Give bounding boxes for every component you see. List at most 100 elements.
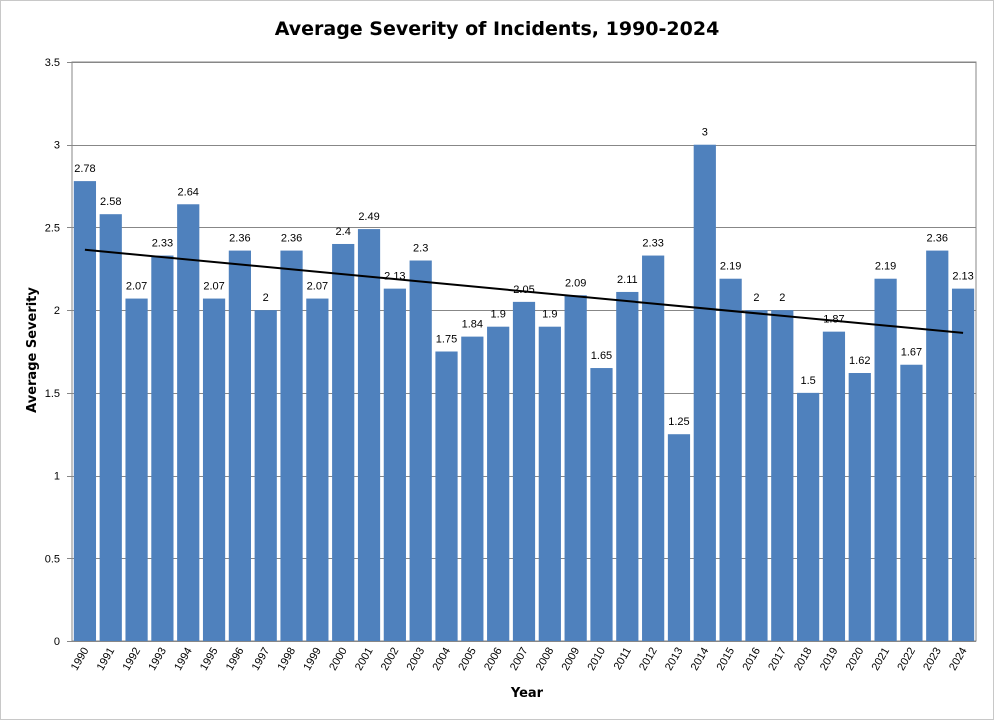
bar-2016 <box>745 310 768 641</box>
x-tick-label: 2000 <box>327 646 350 673</box>
data-label: 1.84 <box>462 319 483 331</box>
bar-2022 <box>900 364 923 641</box>
bar-1995 <box>202 298 226 641</box>
x-tick-label: 2005 <box>456 646 479 673</box>
bar-2020 <box>848 373 871 641</box>
x-tick-label: 1999 <box>301 646 324 673</box>
bar-2024 <box>951 288 975 641</box>
bar-1990 <box>73 181 97 641</box>
trendline-line <box>84 248 964 334</box>
bar-1999 <box>306 298 329 641</box>
data-label: 2 <box>263 292 269 304</box>
x-tick-label: 2012 <box>637 646 660 673</box>
x-tick-label: 2021 <box>870 646 893 673</box>
bar-2008 <box>538 326 561 641</box>
x-tick-label: 2022 <box>895 646 918 673</box>
x-tick-label: 1995 <box>198 646 221 673</box>
data-label: 1.62 <box>849 355 870 367</box>
x-tick-label: 2006 <box>482 646 505 673</box>
data-label: 3 <box>702 127 708 139</box>
data-label: 2.11 <box>617 274 638 286</box>
x-tick-label: 1998 <box>276 646 299 673</box>
x-tick-label: 1997 <box>250 646 273 673</box>
data-label: 2.3 <box>413 243 428 255</box>
x-tick-label: 2004 <box>430 646 453 673</box>
x-tick-label: 2013 <box>663 646 686 673</box>
x-tick-label: 2002 <box>379 646 402 673</box>
bar-1993 <box>151 255 174 641</box>
y-tick-label: 0 <box>54 636 60 648</box>
x-tick-label: 2018 <box>792 646 815 673</box>
x-tick-label: 2011 <box>612 646 634 672</box>
bar-2009 <box>564 295 587 641</box>
data-label: 2.09 <box>565 277 586 289</box>
data-label: 2.07 <box>203 281 224 293</box>
bar-1996 <box>228 250 251 642</box>
bar-2011 <box>616 291 639 641</box>
bar-2017 <box>771 310 794 641</box>
bar-2007 <box>512 301 536 641</box>
x-tick-label: 2019 <box>818 646 841 673</box>
bar-2019 <box>822 331 846 641</box>
y-tick-label: 2.5 <box>45 222 60 234</box>
y-axis-title: Average Severity <box>25 287 40 413</box>
x-tick-label: 2009 <box>560 646 583 673</box>
data-label: 2.13 <box>384 271 405 283</box>
chart-title: Average Severity of Incidents, 1990-2024 <box>275 18 720 40</box>
x-tick-label: 1996 <box>224 646 247 673</box>
x-tick-label: 1993 <box>146 646 169 673</box>
data-label: 2.05 <box>513 284 534 296</box>
data-label: 2.58 <box>100 196 121 208</box>
bar-2014 <box>693 144 716 641</box>
x-tick-label: 2007 <box>508 646 531 673</box>
x-tick-label: 1994 <box>172 646 195 673</box>
bar-2006 <box>487 326 510 641</box>
data-label: 1.67 <box>901 347 922 359</box>
data-label: 2.07 <box>307 281 328 293</box>
data-label: 1.9 <box>491 309 506 321</box>
data-label: 2 <box>779 292 785 304</box>
bar-1992 <box>125 298 148 641</box>
data-label: 2.36 <box>281 233 302 245</box>
data-label: 2.19 <box>875 261 896 273</box>
data-label: 1.65 <box>591 350 612 362</box>
data-label: 2.49 <box>358 211 379 223</box>
y-tick-label: 2 <box>54 305 60 317</box>
x-tick-label: 2014 <box>689 646 712 673</box>
data-label: 2.19 <box>720 261 741 273</box>
data-label: 2.4 <box>336 226 351 238</box>
x-tick-label: 2008 <box>534 646 557 673</box>
data-label: 2.36 <box>927 233 948 245</box>
bar-2000 <box>332 243 355 641</box>
data-labels: 2.782.582.072.332.642.072.3622.362.072.4… <box>74 127 974 429</box>
bar-1998 <box>280 250 303 642</box>
data-label: 2 <box>753 292 759 304</box>
x-tick-label: 2024 <box>947 646 970 673</box>
bar-2023 <box>926 250 949 642</box>
bars <box>72 144 976 642</box>
x-tick-label: 2023 <box>921 646 944 673</box>
x-tick-label: 2015 <box>715 646 738 673</box>
data-label: 1.9 <box>542 309 557 321</box>
y-tick-label: 3.5 <box>45 57 60 69</box>
x-tick-label: 2016 <box>740 646 763 673</box>
bar-1991 <box>99 214 122 642</box>
bar-2010 <box>590 368 613 641</box>
bar-1994 <box>177 204 200 642</box>
x-tick-label: 1992 <box>121 646 144 673</box>
x-tick-label: 1991 <box>95 646 118 673</box>
y-tick-label: 1 <box>54 471 60 483</box>
y-tick-labels: 0 0.5 1 1.5 2 2.5 3 3.5 <box>45 57 72 648</box>
x-tick-label: 2003 <box>405 646 428 673</box>
data-label: 2.33 <box>642 238 663 250</box>
bar-2012 <box>642 255 665 641</box>
x-tick-label: 2010 <box>585 646 608 673</box>
x-tick-label: 2020 <box>844 646 867 673</box>
data-label: 2.78 <box>74 163 95 175</box>
x-axis-title: Year <box>510 686 544 701</box>
y-tick-label: 0.5 <box>45 553 60 565</box>
y-tick-label: 3 <box>54 140 60 152</box>
bar-1997 <box>254 310 277 641</box>
data-label: 1.5 <box>800 375 815 387</box>
